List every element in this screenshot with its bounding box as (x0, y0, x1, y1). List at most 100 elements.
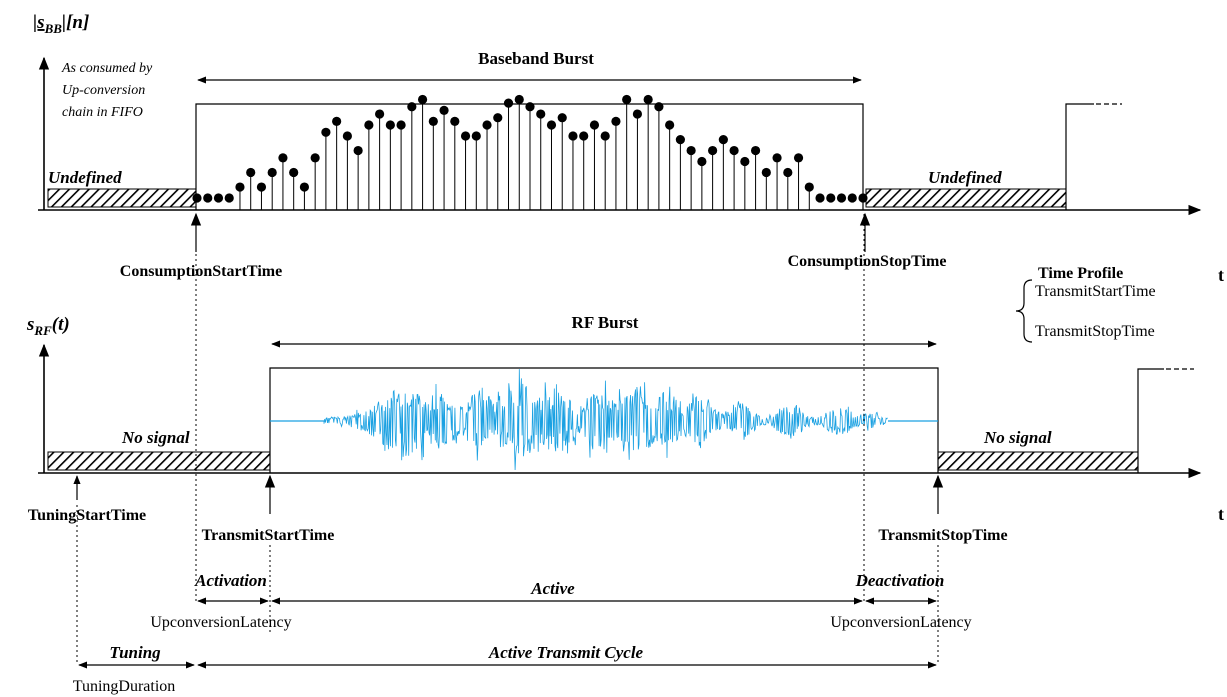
no-signal-left-region (47, 451, 271, 471)
undefined-right-region (865, 188, 1067, 208)
sample-dot (353, 145, 363, 156)
sample-dot (611, 116, 621, 126)
consumption-start-label: ConsumptionStartTime (120, 263, 282, 280)
sample-dot (246, 167, 256, 178)
sample-dot (267, 167, 277, 178)
rf-waveform (323, 369, 888, 471)
sample-dot (289, 167, 299, 178)
sample-dot (310, 153, 320, 163)
sample-dot (493, 113, 503, 123)
sample-dot (460, 131, 471, 141)
tuning-start-label: TuningStartTime (28, 507, 146, 524)
sample-dot (503, 98, 514, 108)
sample-dot (836, 193, 847, 203)
sample-dot (407, 102, 417, 112)
sample-dot (364, 120, 374, 130)
next-burst-edge-bottom (1137, 368, 1164, 473)
sample-dot (600, 131, 610, 141)
sample-dot (375, 109, 385, 119)
activation-label: Activation (194, 571, 267, 590)
time-profile-item-start: TransmitStartTime (1035, 283, 1156, 300)
sample-dot (793, 153, 804, 163)
sample-dot (697, 156, 707, 167)
timeline: Activation Active Deactivation Upconvers… (73, 214, 972, 695)
sample-dot (385, 120, 395, 130)
axis-note: As consumed by Up-conversion chain in FI… (61, 61, 156, 120)
sample-dot (471, 131, 481, 141)
undefined-right-label: Undefined (928, 168, 1002, 187)
sample-dot (579, 131, 589, 141)
sample-dot (718, 135, 728, 145)
time-profile-item-stop: TransmitStopTime (1035, 323, 1155, 340)
sample-dot (654, 102, 664, 112)
undefined-left-label: Undefined (48, 168, 122, 187)
tuning-duration-label: TuningDuration (73, 678, 176, 695)
top-plot: |sBB|[n] As consumed by Up-conversion ch… (33, 12, 1224, 285)
sample-dot (858, 193, 868, 203)
baseband-samples (192, 94, 868, 210)
deactivation-label: Deactivation (855, 571, 945, 590)
sample-dot (568, 131, 578, 141)
sample-dot (192, 193, 202, 203)
active-transmit-cycle-label: Active Transmit Cycle (488, 643, 644, 662)
sample-dot (826, 193, 836, 203)
sample-dot (632, 109, 643, 119)
sample-dot (256, 182, 267, 192)
sample-dot (665, 120, 675, 130)
top-y-symbol: |sBB|[n] (33, 12, 89, 36)
no-signal-right-label: No signal (983, 428, 1052, 447)
tuning-label: Tuning (109, 643, 161, 662)
upconversion-latency-left: UpconversionLatency (150, 614, 291, 631)
time-profile: Time Profile TransmitStartTime TransmitS… (1015, 265, 1156, 343)
sample-dot (342, 131, 352, 141)
sample-dot (203, 193, 213, 203)
sample-dot (589, 120, 600, 130)
sample-dot (428, 116, 438, 126)
sample-dot (514, 94, 524, 105)
sample-dot (536, 109, 546, 119)
sample-dot (686, 145, 696, 156)
sample-dot (332, 116, 342, 126)
sample-dot (482, 120, 492, 130)
sample-dot (213, 193, 224, 203)
sample-dot (525, 102, 535, 112)
sample-dot (299, 182, 310, 192)
top-t-label: t (1218, 265, 1224, 285)
sample-dot (772, 153, 782, 163)
sample-dot (450, 116, 460, 126)
rf-burst-label: RF Burst (572, 313, 639, 332)
sample-dot (761, 167, 771, 178)
no-signal-right-region (937, 451, 1139, 471)
bottom-t-label: t (1218, 504, 1224, 524)
sample-dot (622, 94, 632, 105)
sample-dot (224, 193, 234, 203)
sample-dot (321, 127, 331, 137)
sample-dot (729, 145, 739, 156)
time-profile-title: Time Profile (1038, 265, 1123, 282)
undefined-left-region (47, 188, 197, 208)
sample-dot (439, 105, 449, 115)
next-burst-edge-top (1065, 103, 1094, 210)
sample-dot (804, 182, 814, 192)
active-label: Active (530, 579, 575, 598)
sample-dot (847, 193, 857, 203)
no-signal-left-label: No signal (121, 428, 190, 447)
transmit-start-label: TransmitStartTime (202, 527, 335, 544)
sample-dot (396, 120, 406, 130)
transmit-stop-label: TransmitStopTime (878, 527, 1007, 544)
sample-dot (235, 182, 245, 192)
sample-dot (557, 113, 567, 123)
sample-dot (740, 156, 750, 167)
upconversion-latency-right: UpconversionLatency (830, 614, 971, 631)
bottom-y-symbol: sRF(t) (26, 314, 70, 338)
sample-dot (675, 135, 685, 145)
sample-dot (750, 145, 761, 156)
sample-dot (546, 120, 557, 130)
sample-dot (783, 167, 793, 178)
sample-dot (643, 94, 653, 105)
time-profile-brace (1015, 279, 1033, 343)
sample-dot (278, 153, 288, 163)
baseband-burst-label: Baseband Burst (478, 49, 594, 68)
sample-dot (417, 94, 428, 105)
